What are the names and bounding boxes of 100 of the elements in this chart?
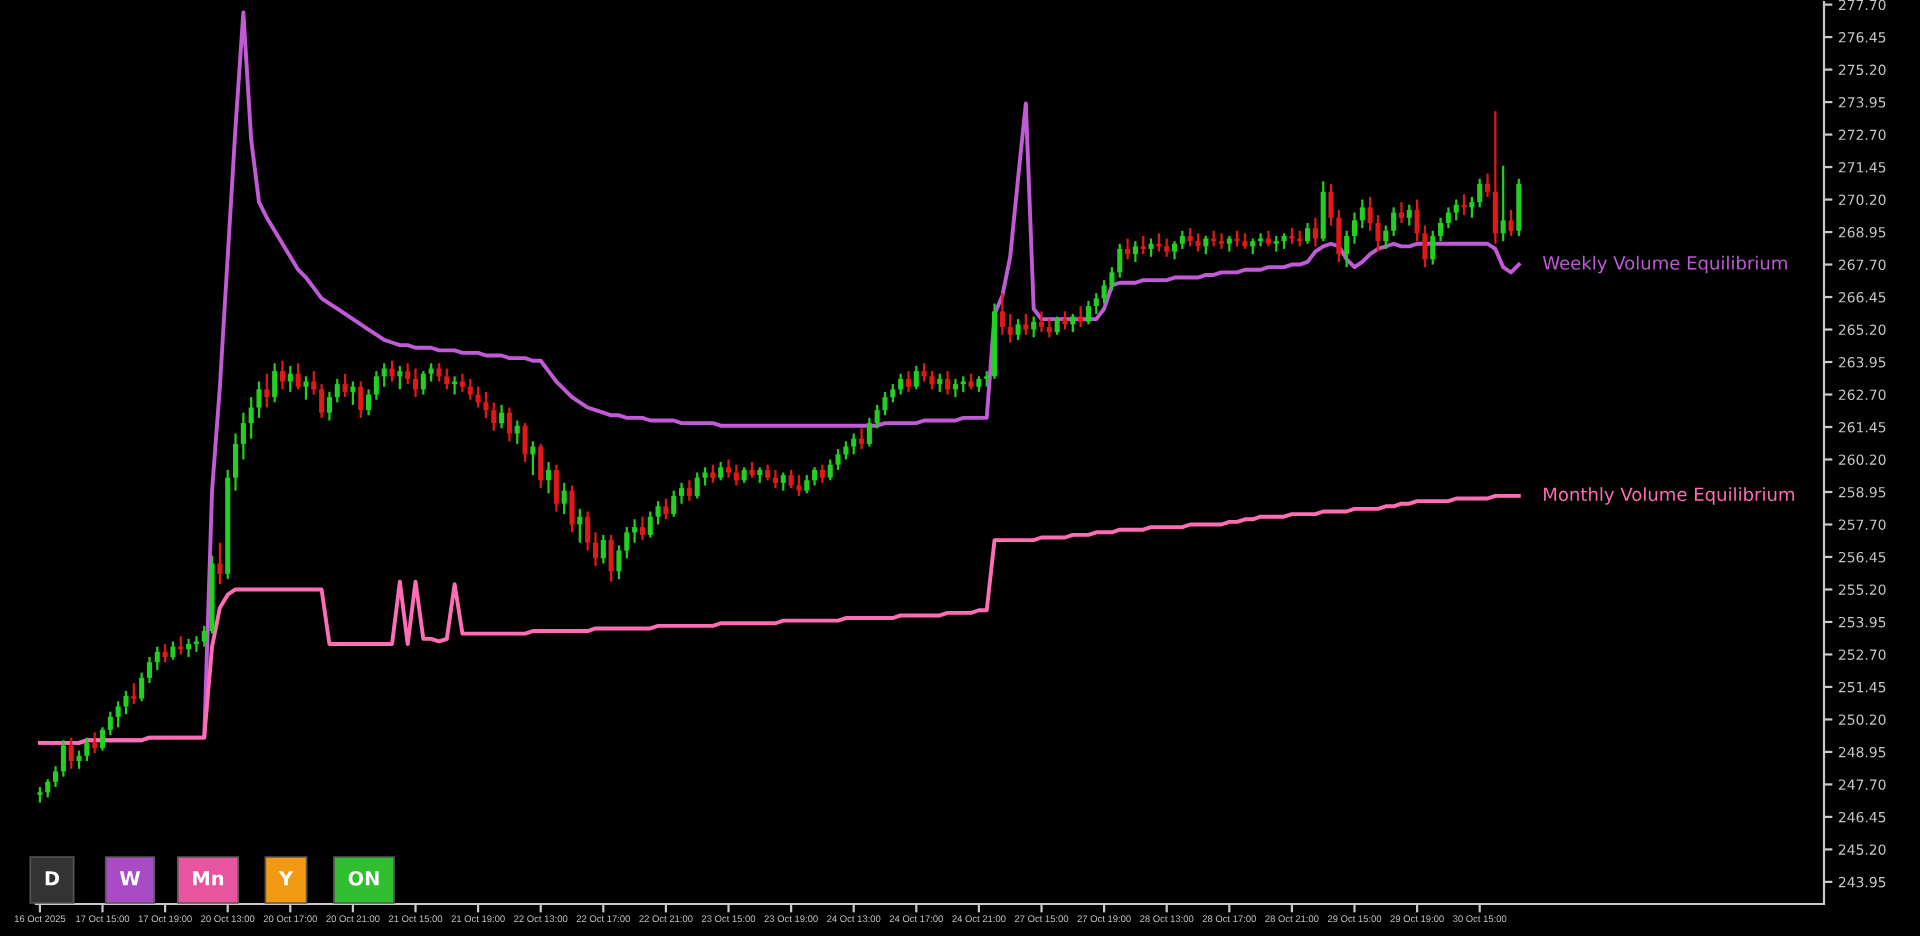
- candlestick: [1320, 180, 1326, 243]
- candlestick: [1438, 216, 1444, 243]
- candlestick: [874, 403, 880, 430]
- candlestick: [694, 471, 700, 500]
- candlestick: [639, 515, 645, 542]
- candlestick: [710, 463, 716, 484]
- candlestick: [373, 370, 379, 401]
- candlestick: [1187, 227, 1193, 248]
- candlestick: [686, 479, 692, 503]
- candlestick: [1508, 208, 1514, 238]
- candlestick: [1305, 221, 1311, 245]
- candlestick: [569, 484, 575, 534]
- candlestick: [1038, 310, 1045, 334]
- annotation: D: [45, 871, 60, 886]
- candlestick: [1367, 195, 1373, 232]
- candlestick: [358, 380, 364, 420]
- candlestick: [827, 458, 833, 482]
- candlestick: [796, 473, 802, 497]
- candlestick: [804, 473, 810, 495]
- candlestick: [76, 749, 82, 770]
- candlestick: [217, 541, 223, 586]
- candlestick: [326, 390, 332, 422]
- candlestick: [272, 362, 278, 404]
- candlestick: [929, 370, 935, 391]
- candlestick: [60, 739, 66, 778]
- candlestick: [68, 736, 74, 770]
- candlestick: [600, 533, 606, 565]
- candlestick: [279, 359, 286, 391]
- candlestick: [913, 364, 919, 391]
- candlestick: [835, 447, 841, 472]
- candlestick: [397, 364, 403, 391]
- candlestick: [467, 377, 473, 401]
- annotation: Mn: [193, 871, 224, 886]
- candlestick: [1054, 315, 1060, 336]
- candlestick: [788, 468, 794, 490]
- candlestick: [898, 372, 904, 396]
- candlestick: [905, 370, 912, 394]
- candlestick: [428, 362, 434, 383]
- candlestick: [1171, 240, 1178, 261]
- candlestick: [1312, 216, 1318, 248]
- candlestick: [718, 460, 724, 482]
- candlestick: [937, 372, 943, 394]
- candlestick: [1109, 266, 1115, 292]
- candlestick: [952, 377, 958, 399]
- candlestick: [1516, 177, 1522, 238]
- candlestick: [170, 640, 176, 661]
- candlestick: [1179, 229, 1185, 251]
- candlestick: [1093, 292, 1099, 316]
- candlestick: [999, 292, 1005, 336]
- series-label: Monthly Volume Equilibrium: [1544, 487, 1794, 505]
- candlestick: [1469, 195, 1475, 219]
- candlestick: [240, 411, 246, 461]
- candlestick: [858, 427, 865, 451]
- candlestick: [812, 466, 818, 487]
- candlestick: [1031, 315, 1037, 339]
- candlestick: [491, 401, 497, 433]
- candlestick: [772, 468, 778, 490]
- candlestick: [921, 362, 927, 383]
- candlestick: [608, 533, 614, 583]
- candlestick: [733, 463, 739, 487]
- candlestick: [1430, 229, 1436, 266]
- candlestick: [1359, 198, 1365, 230]
- candlestick: [1195, 232, 1201, 253]
- candlestick: [592, 531, 599, 568]
- candlestick: [1406, 203, 1412, 227]
- candlestick: [1125, 237, 1131, 261]
- candlestick: [1117, 242, 1123, 279]
- candlestick: [99, 726, 106, 752]
- candlestick: [1078, 305, 1084, 329]
- candlestick: [115, 700, 121, 729]
- candlestick: [1422, 224, 1428, 269]
- candlestick: [53, 765, 59, 789]
- candlestick: [412, 367, 419, 399]
- candlestick: [663, 497, 669, 521]
- candlestick: [1328, 182, 1334, 227]
- candlestick: [303, 375, 309, 401]
- candlestick: [499, 403, 505, 430]
- candlestick: [616, 544, 622, 581]
- candlestick: [459, 372, 465, 394]
- candlestick: [561, 481, 567, 516]
- candlestick: [248, 396, 254, 440]
- series-label: Weekly Volume Equilibrium: [1542, 255, 1787, 274]
- candlestick: [819, 463, 825, 484]
- candlestick: [405, 362, 411, 386]
- candlestick: [444, 367, 450, 391]
- candlestick: [1023, 312, 1029, 336]
- candlestick: [295, 362, 301, 391]
- candlestick: [679, 481, 685, 505]
- candlestick: [342, 372, 348, 399]
- candlestick: [256, 380, 262, 420]
- candlestick: [647, 510, 653, 539]
- candlestick: [186, 637, 192, 659]
- candlestick: [139, 671, 145, 703]
- candlestick: [624, 525, 630, 560]
- candlestick: [780, 471, 786, 492]
- candlestick: [851, 432, 857, 456]
- candlestick: [319, 383, 325, 420]
- annotation: W: [119, 871, 141, 886]
- candlestick: [1046, 318, 1052, 339]
- candlestick: [1383, 224, 1389, 251]
